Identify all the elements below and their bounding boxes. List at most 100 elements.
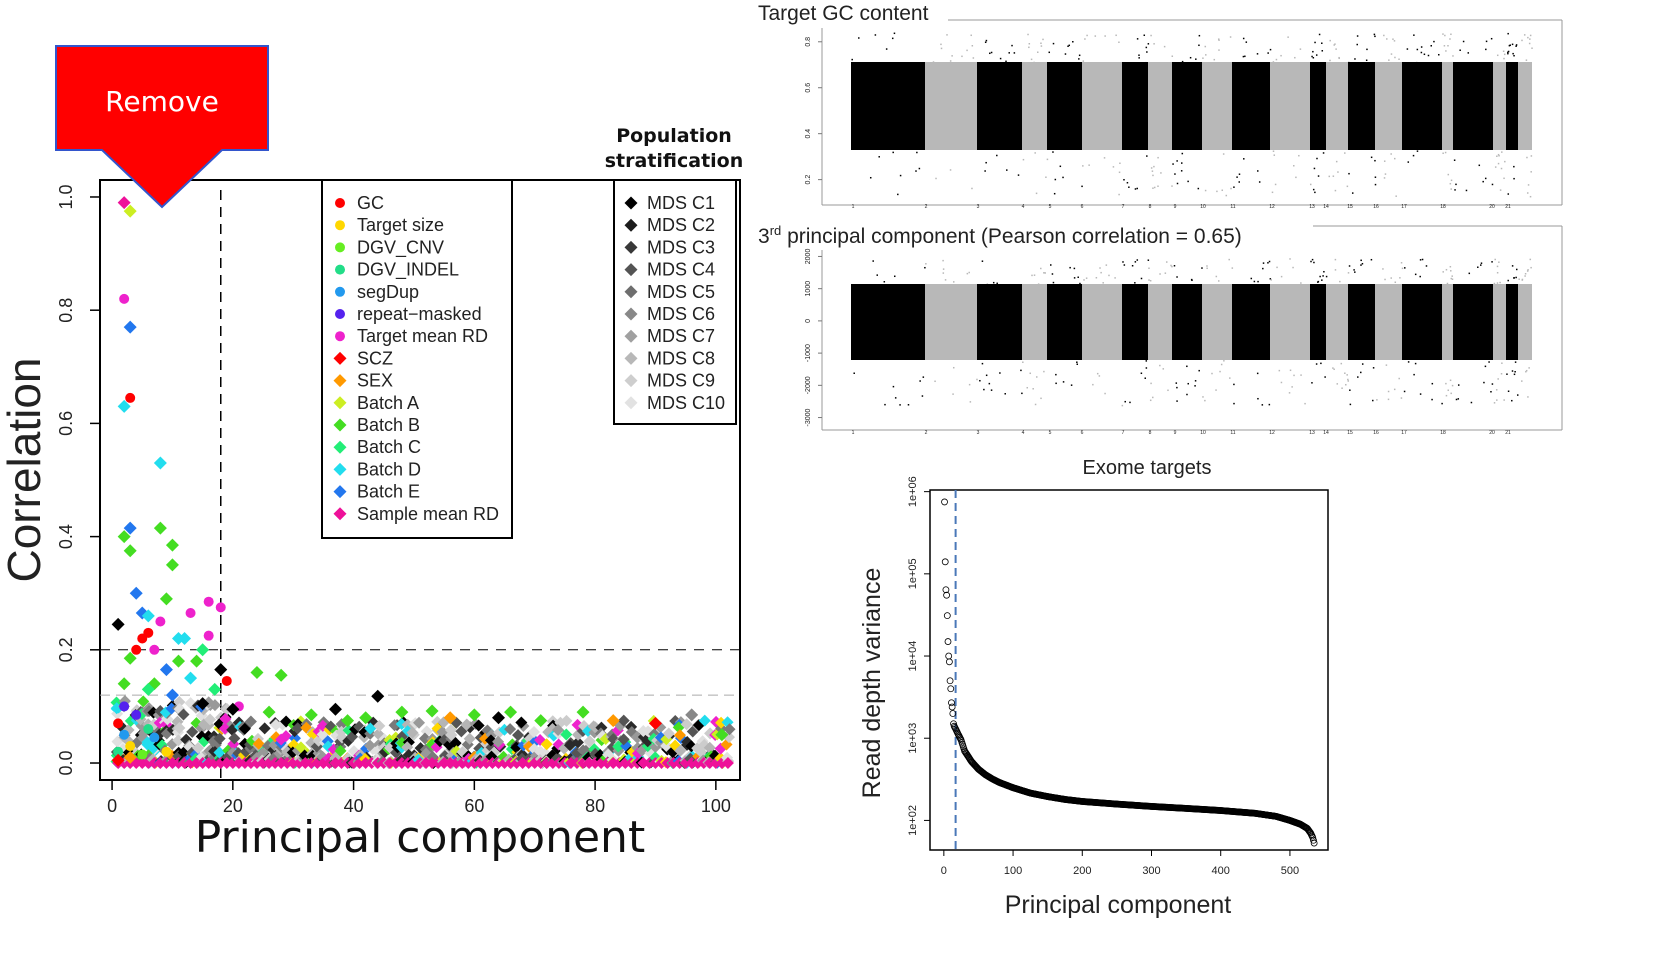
correlation-points <box>110 196 736 770</box>
gc-outlier-point <box>970 34 972 37</box>
correlation-point <box>460 718 473 731</box>
pc3-outlier-point <box>1441 402 1443 405</box>
correlation-ytick-label: 0.6 <box>56 411 76 436</box>
gc-outlier-point <box>1048 51 1051 54</box>
correlation-point <box>192 742 205 755</box>
variance-ytick-label: 1e+03 <box>907 723 919 754</box>
gc-outlier-point <box>1354 58 1356 60</box>
pc3-outlier-point <box>1021 392 1023 395</box>
correlation-point <box>443 711 457 725</box>
pc3-outlier-point <box>1145 367 1148 369</box>
gc-outlier-point <box>1119 162 1121 165</box>
gc-outlier-point <box>1221 189 1224 192</box>
pc3-outlier-point <box>981 260 984 262</box>
pc3-outlier-point <box>876 274 878 276</box>
pc3-xtick-label: 21 <box>1505 430 1511 436</box>
gc-outlier-point <box>1507 51 1509 54</box>
gc-outlier-point <box>1273 154 1276 156</box>
gc-outlier-point <box>918 167 921 170</box>
mds-legend-label-8: MDS C9 <box>647 371 715 391</box>
mds-legend-label-5: MDS C6 <box>647 304 715 324</box>
gc-outlier-point <box>1370 156 1373 159</box>
pc3-outlier-point <box>1446 282 1449 285</box>
pc3-outlier-point <box>1123 264 1126 266</box>
correlation-point <box>359 711 373 725</box>
variance-point <box>943 591 951 599</box>
correlation-point <box>123 750 137 764</box>
pc3-xtick-label: 7 <box>1122 430 1125 436</box>
pc3-outlier-point <box>894 397 897 399</box>
pc3-outlier-point <box>1361 262 1364 265</box>
variance-point <box>941 498 948 506</box>
variance-xtick-label: 400 <box>1212 865 1230 877</box>
pc3-band <box>925 284 977 360</box>
pc3-outlier-point <box>1079 282 1081 285</box>
correlation-ylabel: Correlation <box>0 358 50 583</box>
gc-outlier-point <box>1028 46 1030 49</box>
correlation-point <box>515 716 528 729</box>
gc-outlier-point <box>1450 188 1452 190</box>
gc-outlier-point <box>1152 187 1154 189</box>
main-legend-box <box>321 179 513 539</box>
gc-outlier-point <box>1272 61 1275 63</box>
pc3-outlier-point <box>1413 373 1415 376</box>
gc-outlier-point <box>1197 187 1200 190</box>
pc3-xtick-label: 12 <box>1269 430 1275 436</box>
pc3-outlier-point <box>1076 361 1078 363</box>
correlation-point <box>113 746 124 757</box>
gc-outlier-point <box>1529 38 1531 40</box>
gc-outlier-point <box>916 151 918 154</box>
correlation-point <box>221 675 232 686</box>
pc3-outlier-point <box>983 388 985 391</box>
pc3-outlier-point <box>1147 259 1150 261</box>
pc3-outlier-point <box>1206 267 1208 270</box>
gc-outlier-point <box>1337 171 1339 173</box>
gc-outlier-point <box>989 52 991 55</box>
gc-outlier-point <box>1427 54 1430 57</box>
pc3-outlier-point <box>1526 270 1529 272</box>
gc-outlier-point <box>949 169 952 171</box>
gc-outlier-point <box>1035 192 1038 195</box>
pc3-outlier-point <box>1511 265 1514 267</box>
pc3-outlier-point <box>925 263 927 265</box>
correlation-ytick-label: 1.0 <box>56 184 76 209</box>
pc3-outlier-point <box>1387 390 1390 393</box>
gc-outlier-point <box>1513 165 1515 168</box>
gc-band <box>1402 62 1442 150</box>
legend-marker-8 <box>333 374 347 388</box>
gc-outlier-point <box>1384 173 1387 175</box>
gc-outlier-point <box>1045 176 1047 178</box>
pc3-outlier-point <box>1445 394 1448 397</box>
variance-ytick-label: 1e+02 <box>907 805 919 836</box>
correlation-point <box>165 538 179 552</box>
gc-outlier-point <box>1335 160 1338 163</box>
pc3-outlier-point <box>1414 273 1417 276</box>
gc-outlier-point <box>869 176 872 179</box>
gc-xtick-label: 5 <box>1049 204 1052 210</box>
gc-outlier-point <box>1258 181 1261 183</box>
variance-ytick-label: 1e+05 <box>907 558 919 589</box>
pc3-outlier-point <box>1198 369 1200 372</box>
correlation-point <box>491 711 505 725</box>
gc-outlier-point <box>1243 158 1245 160</box>
gc-outlier-point <box>1176 160 1178 162</box>
gc-outlier-point <box>951 55 953 57</box>
correlation-point <box>123 544 137 558</box>
gc-outlier-point <box>1269 48 1272 51</box>
gc-outlier-point <box>985 39 988 42</box>
gc-outlier-point <box>1054 178 1057 181</box>
gc-outlier-point <box>1315 54 1318 56</box>
pc3-outlier-point <box>1257 280 1259 283</box>
pc3-xtick-label: 3 <box>977 430 980 436</box>
gc-outlier-point <box>1526 192 1529 194</box>
variance-point <box>948 699 955 707</box>
correlation-point <box>137 633 148 644</box>
gc-outlier-point <box>1005 60 1007 63</box>
correlation-point <box>203 630 214 641</box>
pc3-title-num: 3 <box>758 225 770 248</box>
gc-outlier-point <box>1088 164 1090 166</box>
pc3-outlier-point <box>1323 270 1325 273</box>
gc-outlier-point <box>1034 152 1036 154</box>
pc3-outlier-point <box>1496 271 1499 274</box>
